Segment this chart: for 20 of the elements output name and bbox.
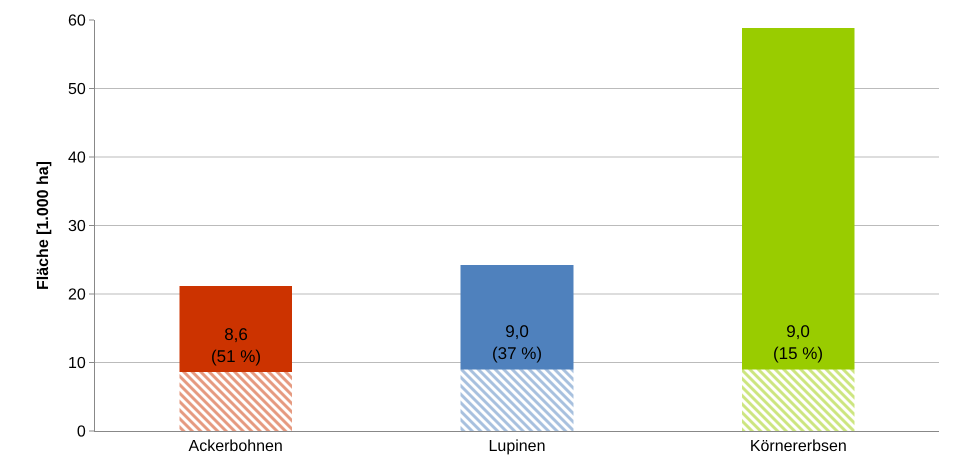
- x-tick-label: Ackerbohnen: [188, 438, 283, 456]
- y-tick-label: 0: [76, 424, 86, 441]
- bar: [179, 372, 292, 431]
- y-tick-label: 50: [68, 81, 86, 98]
- data-label: 9,0 (15 %): [773, 322, 824, 364]
- y-tick-label: 10: [68, 355, 86, 372]
- bar: [742, 369, 855, 431]
- y-axis-title: Fläche [1.000 ha]: [34, 161, 52, 290]
- bar: [460, 265, 574, 370]
- y-tick-label: 40: [68, 150, 86, 167]
- y-tick-label: 20: [68, 286, 86, 304]
- y-tick-label: 30: [68, 218, 86, 236]
- data-label: 8,6 (51 %): [211, 325, 262, 366]
- x-tick-label: Körnererbsen: [750, 438, 847, 456]
- bar: [460, 369, 574, 431]
- data-label: 9,0 (37 %): [492, 322, 542, 364]
- y-tick-label: 60: [68, 12, 86, 30]
- bar: [742, 28, 855, 370]
- x-tick-label: Lupinen: [488, 438, 546, 456]
- bar: [179, 286, 292, 372]
